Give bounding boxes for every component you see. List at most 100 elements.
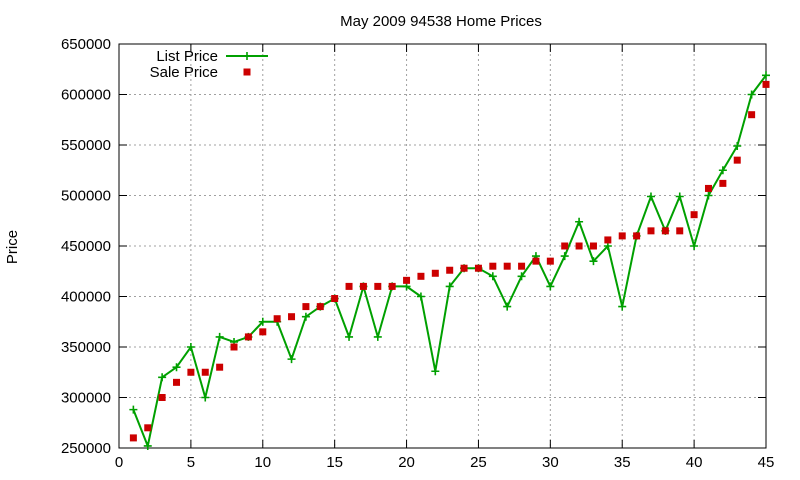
list-price-point [158,373,167,382]
series-layer [129,71,770,450]
list-price-point [560,252,569,261]
sale-price-point [374,282,382,290]
list-price-point [172,363,181,372]
list-price-point [258,317,267,326]
list-price-point [618,302,627,311]
sale-price-point [417,272,425,280]
sale-price-point [446,266,454,274]
sale-price-point [474,264,482,272]
sale-price-point [589,242,597,250]
legend: List Price Sale Price [150,48,268,81]
list-price-point [143,441,152,450]
sale-price-point [546,257,554,265]
sale-price-point [633,232,641,240]
y-tick-label: 550000 [61,137,111,154]
sale-price-point [259,328,267,336]
sale-price-point [129,434,137,442]
sale-price-point [618,232,626,240]
list-price-point [589,257,598,266]
sale-price-point [676,227,684,235]
sale-price-point [302,303,310,311]
plot-frame [118,43,767,449]
list-price-line [132,74,767,450]
axis-ticks: 250000 300000 350000 400000 450000 500000 5500… [61,36,774,471]
sale-price-point [460,264,468,272]
sale-price-point [575,242,583,250]
x-tick-label: 5 [187,454,195,471]
chart-title: May 2009 94538 Home Prices [340,13,542,30]
sale-price-point [762,80,770,88]
sale-price-point [216,363,224,371]
legend-marker-sale-price [243,68,251,76]
y-tick-label: 450000 [61,238,111,255]
list-price-point [747,90,756,99]
legend-label-sale-price: Sale Price [150,64,218,81]
sale-price-point [288,313,296,321]
sale-price-point [690,211,698,219]
sale-price-point [359,282,367,290]
y-tick-label: 400000 [61,289,111,306]
sale-price-point [561,242,569,250]
list-price-point [186,343,195,351]
list-price-point [129,405,138,414]
sale-price-point [748,111,756,119]
list-price-point [488,272,497,281]
list-price-point [575,217,584,226]
list-price-point [646,192,655,201]
sale-price-point [345,282,353,290]
list-price-point [373,332,382,341]
list-price-point [675,192,684,201]
sale-price-point [331,295,339,303]
list-price-point [416,292,425,301]
y-tick-label: 350000 [61,339,111,356]
sale-price-point [173,378,181,386]
sale-price-point [518,262,526,270]
sale-price-point [719,179,727,187]
sale-price-point [503,262,511,270]
sale-price-point [532,257,540,265]
list-price-point [690,242,699,250]
list-price-point [503,302,512,311]
list-price-point [546,282,555,291]
sale-price-point [388,282,396,290]
sale-price-point [230,343,238,351]
list-price-point [517,272,526,281]
list-price-point [762,71,770,80]
sale-price-point [201,368,209,376]
list-price-point [345,332,354,341]
sale-price-point [158,394,166,401]
list-price-point [201,393,210,402]
y-tick-label: 500000 [61,188,111,205]
x-tick-label: 20 [398,454,415,471]
sale-price-point [431,269,439,277]
x-tick-label: 35 [614,454,631,471]
list-price-point [733,142,742,151]
x-tick-label: 45 [758,454,775,471]
sale-price-point [647,227,655,235]
sale-price-point [273,315,281,323]
sale-price-point [489,262,497,270]
list-price-point [445,282,454,291]
x-tick-label: 25 [470,454,487,471]
sale-price-point [661,227,669,235]
sale-price-point [403,276,411,284]
legend-label-list-price: List Price [156,48,218,65]
y-tick-label: 650000 [61,36,111,53]
list-price-point [718,166,727,175]
sale-price-point [733,156,741,164]
list-price-point [704,191,713,200]
x-tick-label: 10 [254,454,271,471]
sale-price-point [144,424,152,432]
list-price-point [215,332,224,341]
x-tick-label: 0 [115,454,123,471]
y-tick-label: 250000 [61,440,111,457]
y-tick-label: 300000 [61,390,111,407]
x-tick-label: 40 [686,454,703,471]
legend-marker-list-price [243,52,251,60]
list-price-point [301,312,310,321]
y-axis-title: Price [4,230,21,264]
list-price-point [431,367,440,376]
sale-price-point [244,333,252,341]
list-price-point [287,355,296,364]
